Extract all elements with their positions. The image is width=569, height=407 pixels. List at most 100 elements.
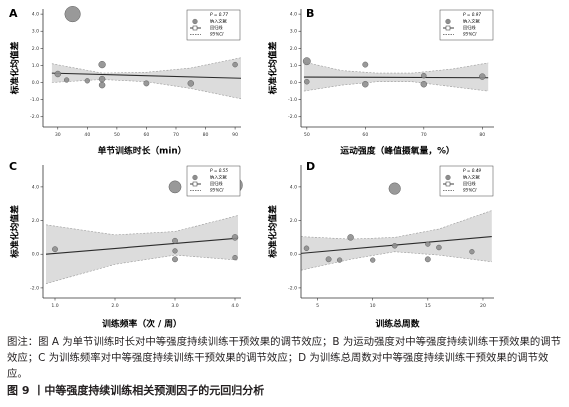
x-tick-label: 70 bbox=[173, 132, 179, 138]
study-point bbox=[172, 248, 178, 254]
study-point bbox=[98, 60, 106, 69]
y-tick-label: 1.0 bbox=[290, 63, 297, 69]
y-tick-label: 0.0 bbox=[32, 80, 39, 86]
ci-lower-line bbox=[300, 251, 492, 271]
legend-p-value: P = 0.49 bbox=[463, 168, 481, 173]
x-tick-label: 3.0 bbox=[171, 303, 178, 309]
legend-ci-label: 95%CI bbox=[210, 32, 224, 37]
regression-line bbox=[51, 72, 242, 79]
x-tick-label: 15 bbox=[425, 303, 431, 309]
ci-upper-line bbox=[303, 61, 489, 74]
legend-fit-label: 回归线 bbox=[210, 180, 223, 187]
x-tick-label: 40 bbox=[84, 132, 90, 138]
x-axis-title: 训练频率（次 / 周） bbox=[102, 318, 182, 330]
study-point bbox=[336, 257, 343, 263]
y-tick-label: 4.0 bbox=[290, 12, 297, 18]
x-tick-label: 10 bbox=[370, 303, 376, 309]
y-tick-label: -2.0 bbox=[288, 285, 297, 291]
y-tick-label: 2.0 bbox=[290, 218, 297, 224]
legend-p-value: P = 0.77 bbox=[210, 12, 228, 17]
x-tick-label: 20 bbox=[480, 303, 486, 309]
legend-p-value: P = 0.55 bbox=[210, 168, 228, 173]
figure-title: 图 9 丨中等强度持续训练相关预测因子的元回归分析 bbox=[7, 384, 265, 397]
y-axis-title: 标准化均值差 bbox=[9, 41, 21, 95]
ci-upper-line bbox=[51, 57, 242, 74]
study-point bbox=[143, 80, 150, 87]
study-point bbox=[187, 80, 195, 87]
chart-panel-c: C -2.0 0.0 2.0 4.0 1.0 2.0 3.0 4.0 训练频率（次 / 周） 标准化… bbox=[9, 160, 243, 330]
panel-label: C bbox=[9, 160, 17, 173]
legend-point-icon bbox=[192, 174, 198, 181]
y-axis-title: 标准化均值差 bbox=[267, 41, 279, 95]
figure-caption: 图注：图 A 为单节训练时长对中等强度持续训练干预效果的调节效应；B 为运动强度… bbox=[7, 336, 562, 380]
study-point bbox=[425, 241, 431, 247]
legend-point-icon bbox=[192, 18, 198, 25]
study-point bbox=[347, 234, 354, 241]
x-tick-label: 50 bbox=[304, 132, 310, 138]
legend-point-icon bbox=[445, 18, 451, 25]
panel-label: A bbox=[9, 7, 18, 20]
y-tick-label: -2.0 bbox=[288, 114, 297, 120]
legend-included-label: 纳入文献 bbox=[210, 18, 227, 25]
ci-band bbox=[301, 210, 492, 271]
ci-upper-line bbox=[300, 210, 492, 240]
x-axis-title: 单节训练时长（min） bbox=[98, 145, 187, 157]
meta-regression-figure: A -2.0 -1.0 0.0 1.0 2.0 3.0 4.0 30 40 50 60 70 80 90 单节… bbox=[9, 6, 494, 330]
study-point bbox=[436, 244, 442, 251]
study-point bbox=[98, 75, 106, 83]
regression-line bbox=[303, 76, 489, 79]
legend-box bbox=[439, 165, 494, 197]
study-point bbox=[362, 80, 369, 88]
study-point bbox=[168, 180, 182, 194]
ci-band bbox=[46, 215, 238, 284]
y-tick-label: 4.0 bbox=[32, 184, 39, 190]
legend-fit-marker-icon bbox=[192, 25, 198, 31]
x-tick-label: 70 bbox=[421, 132, 427, 138]
study-point bbox=[420, 80, 428, 88]
legend-fit-marker-icon bbox=[445, 181, 451, 187]
y-axis-title: 标准化均值差 bbox=[9, 205, 21, 259]
study-point bbox=[325, 256, 332, 263]
legend-fit-marker-icon bbox=[192, 181, 198, 187]
y-tick-label: 0.0 bbox=[32, 252, 39, 258]
legend-p-value: P = 0.97 bbox=[463, 12, 481, 17]
y-tick-label: 4.0 bbox=[32, 12, 39, 18]
x-tick-label: 4.0 bbox=[231, 303, 238, 309]
y-tick-label: 0.0 bbox=[290, 80, 297, 86]
legend-point-icon bbox=[445, 174, 451, 181]
ci-lower-line bbox=[45, 254, 239, 284]
study-point bbox=[84, 78, 90, 84]
legend-box bbox=[186, 9, 241, 41]
study-point bbox=[64, 6, 81, 23]
study-point bbox=[172, 256, 178, 263]
legend-ci-label: 95%CI bbox=[463, 188, 477, 193]
y-tick-label: 3.0 bbox=[290, 29, 297, 35]
panel-label: B bbox=[306, 7, 314, 20]
chart-panel-b: B -2.0 -1.0 0.0 1.0 2.0 3.0 4.0 50 60 70 80 运动强度（峰值摄… bbox=[267, 7, 494, 157]
y-tick-label: -2.0 bbox=[30, 285, 39, 291]
x-axis-title: 训练总周数 bbox=[376, 318, 420, 330]
y-tick-label: 2.0 bbox=[32, 218, 39, 224]
y-tick-label: -1.0 bbox=[30, 97, 39, 103]
study-point bbox=[370, 257, 376, 263]
chart-panel-a: A -2.0 -1.0 0.0 1.0 2.0 3.0 4.0 30 40 50 60 70 80 90 单节… bbox=[9, 6, 242, 157]
y-tick-label: -2.0 bbox=[30, 114, 39, 120]
study-point bbox=[172, 237, 178, 244]
study-point bbox=[63, 77, 70, 83]
study-point bbox=[52, 246, 58, 253]
y-tick-label: 3.0 bbox=[32, 29, 39, 35]
x-tick-label: 80 bbox=[479, 132, 485, 138]
legend-included-label: 纳入文献 bbox=[463, 18, 480, 25]
y-tick-label: 4.0 bbox=[290, 184, 297, 190]
y-tick-label: 0.0 bbox=[290, 252, 297, 258]
ci-lower-line bbox=[303, 81, 489, 92]
study-point bbox=[231, 234, 239, 241]
legend-included-label: 纳入文献 bbox=[463, 174, 480, 181]
legend-fit-label: 回归线 bbox=[463, 24, 476, 31]
x-tick-label: 1.0 bbox=[51, 303, 58, 309]
legend-fit-label: 回归线 bbox=[463, 180, 476, 187]
x-tick-label: 60 bbox=[362, 132, 368, 138]
